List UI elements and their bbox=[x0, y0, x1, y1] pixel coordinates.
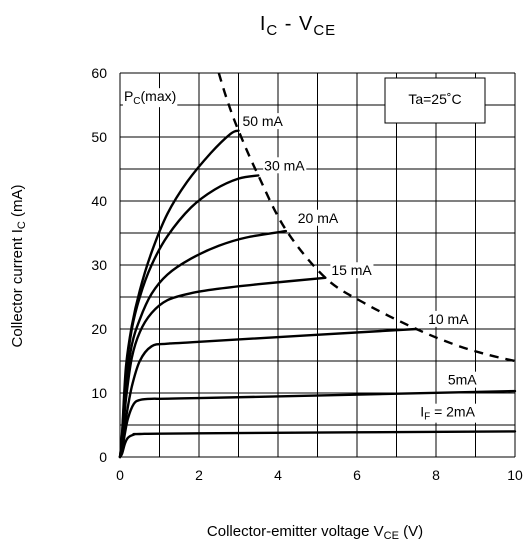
pc-max-line bbox=[217, 72, 516, 363]
y-tick-label: 0 bbox=[99, 449, 107, 465]
y-tick-label: 10 bbox=[91, 385, 107, 401]
curves bbox=[118, 72, 517, 459]
y-axis-title: Collector current IC (mA) bbox=[9, 184, 28, 347]
y-tick-label: 40 bbox=[91, 193, 107, 209]
x-tick-labels: 0 2 4 6 8 10 bbox=[116, 467, 523, 483]
series-label: 10 mA bbox=[428, 311, 469, 327]
condition-box: Ta=25˚C bbox=[384, 77, 486, 124]
x-tick-label: 6 bbox=[353, 467, 361, 483]
series-label: 20 mA bbox=[298, 210, 339, 226]
series-label: 5mA bbox=[448, 372, 477, 388]
x-tick-label: 2 bbox=[195, 467, 203, 483]
x-axis-title: Collector-emitter voltage VCE (V) bbox=[207, 523, 423, 542]
series-label-bg bbox=[296, 209, 340, 226]
condition-label: Ta=25˚C bbox=[408, 91, 461, 107]
series-label: IF = 2mA bbox=[420, 404, 475, 423]
y-tick-label: 20 bbox=[91, 321, 107, 337]
x-tick-label: 4 bbox=[274, 467, 282, 483]
y-tick-label: 50 bbox=[91, 129, 107, 145]
chart-title: IC - VCE bbox=[260, 13, 336, 39]
x-tick-label: 0 bbox=[116, 467, 124, 483]
curve-labels: IF = 2mA 5mA 10 mA 15 mA 20 mA 30 mA 50 mA PC(m… bbox=[122, 88, 479, 423]
series-label-bg bbox=[241, 113, 285, 130]
series-label: PC(max) bbox=[124, 88, 176, 107]
series-label-bg bbox=[122, 88, 178, 108]
series-label-bg bbox=[419, 403, 477, 423]
y-tick-label: 60 bbox=[91, 65, 107, 81]
y-tick-label: 30 bbox=[91, 257, 107, 273]
series-line bbox=[118, 276, 327, 459]
series-label: 50 mA bbox=[242, 113, 283, 129]
series-label: 15 mA bbox=[331, 262, 372, 278]
series-line bbox=[118, 129, 240, 459]
y-tick-labels: 0 10 20 30 40 50 60 bbox=[91, 65, 107, 465]
x-tick-label: 10 bbox=[507, 467, 523, 483]
series-label: 30 mA bbox=[264, 157, 305, 173]
series-label-bg bbox=[427, 310, 471, 327]
x-tick-label: 8 bbox=[432, 467, 440, 483]
series-label-bg bbox=[330, 262, 374, 279]
series-label-bg bbox=[446, 371, 479, 388]
series-label-bg bbox=[263, 157, 307, 174]
